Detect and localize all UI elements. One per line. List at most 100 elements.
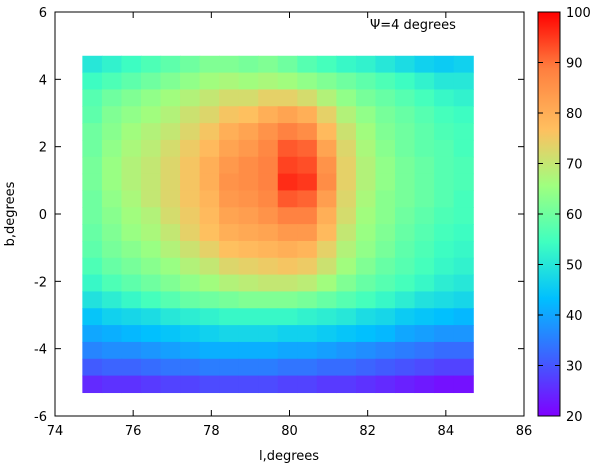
heatmap-cell: [180, 89, 201, 107]
heatmap-cell: [277, 358, 298, 377]
heatmap-cell: [434, 341, 455, 360]
heatmap-cell: [453, 274, 474, 293]
heatmap-cell: [355, 89, 377, 107]
heatmap-cell: [180, 240, 201, 259]
heatmap-cell: [101, 358, 123, 377]
heatmap-cell: [140, 274, 162, 293]
heatmap-cell: [277, 341, 298, 360]
heatmap-cell: [160, 274, 181, 293]
colorbar-tick-label: 30: [566, 360, 583, 375]
heatmap-cell: [199, 240, 220, 259]
heatmap-cell: [277, 89, 298, 107]
heatmap-cell: [395, 190, 416, 208]
heatmap-cell: [336, 375, 357, 394]
heatmap-cell: [140, 375, 162, 394]
heatmap-cell: [395, 291, 416, 309]
heatmap-cell: [355, 257, 377, 276]
heatmap-cell: [316, 72, 337, 91]
heatmap-cell: [355, 240, 377, 259]
colorbar-tick-label: 90: [566, 57, 583, 72]
heatmap-cell: [277, 190, 298, 208]
heatmap-cell: [121, 156, 142, 175]
heatmap-cell: [101, 257, 123, 276]
heatmap-cell: [355, 156, 377, 175]
heatmap-cell: [101, 207, 123, 225]
heatmap-cell: [121, 190, 142, 208]
heatmap-cell: [434, 139, 455, 158]
heatmap-cell: [199, 341, 220, 360]
heatmap-cell: [395, 257, 416, 276]
heatmap-cell: [180, 257, 201, 276]
heatmap-cell: [219, 190, 240, 208]
heatmap-cell: [140, 190, 162, 208]
heatmap-cell: [121, 106, 142, 124]
heatmap-cell: [414, 173, 435, 192]
heatmap-cell: [101, 341, 123, 360]
heatmap-cell: [82, 156, 103, 175]
heatmap-cell: [219, 139, 240, 158]
colorbar-tick-label: 80: [566, 107, 583, 122]
heatmap-cell: [140, 72, 162, 91]
heatmap-cell: [219, 89, 240, 107]
heatmap-cell: [434, 123, 455, 141]
heatmap-cell: [101, 190, 123, 208]
heatmap-cell: [414, 89, 435, 107]
heatmap-cell: [219, 325, 240, 343]
heatmap-cell: [140, 341, 162, 360]
heatmap-cell: [395, 173, 416, 192]
heatmap-cell: [375, 72, 396, 91]
y-axis-label: b,degrees: [3, 181, 18, 246]
heatmap-cell: [82, 55, 103, 74]
heatmap-cell: [199, 123, 220, 141]
heatmap-cell: [258, 308, 279, 326]
heatmap-cell: [238, 173, 259, 192]
heatmap-cell: [336, 308, 357, 326]
heatmap-cell: [453, 173, 474, 192]
heatmap-cell: [82, 375, 103, 394]
colorbar-tick-label: 70: [566, 158, 583, 173]
heatmap-cell: [101, 123, 123, 141]
heatmap-cell: [355, 55, 377, 74]
heatmap-cell: [258, 325, 279, 343]
heatmap-cell: [297, 207, 318, 225]
heatmap-cell: [160, 89, 181, 107]
heatmap-cell: [297, 224, 318, 242]
heatmap-cell: [355, 106, 377, 124]
heatmap-cell: [180, 156, 201, 175]
heatmap-cell: [101, 89, 123, 107]
heatmap-cell: [219, 291, 240, 309]
heatmap-cell: [277, 308, 298, 326]
heatmap-cell: [395, 224, 416, 242]
heatmap-cell: [297, 106, 318, 124]
heatmap-cell: [238, 207, 259, 225]
heatmap-cell: [434, 224, 455, 242]
heatmap-cell: [316, 207, 337, 225]
heatmap-cell: [316, 341, 337, 360]
heatmap-cell: [199, 291, 220, 309]
heatmap-cell: [316, 173, 337, 192]
heatmap-cell: [355, 341, 377, 360]
heatmap-cell: [395, 274, 416, 293]
heatmap-cell: [277, 55, 298, 74]
heatmap-cell: [355, 190, 377, 208]
heatmap-cell: [180, 207, 201, 225]
heatmap-cell: [219, 240, 240, 259]
heatmap-cell: [434, 173, 455, 192]
heatmap-cell: [140, 325, 162, 343]
heatmap-cell: [277, 173, 298, 192]
heatmap-cell: [199, 257, 220, 276]
heatmap-cell: [82, 224, 103, 242]
heatmap-cell: [121, 274, 142, 293]
heatmap-cell: [453, 139, 474, 158]
heatmap-cell: [101, 308, 123, 326]
heatmap-cell: [316, 358, 337, 377]
heatmap-cell: [121, 308, 142, 326]
heatmap-cell: [199, 375, 220, 394]
heatmap-cell: [453, 325, 474, 343]
heatmap-cell: [336, 240, 357, 259]
heatmap-cell: [121, 207, 142, 225]
heatmap-cell: [336, 190, 357, 208]
heatmap-cell: [160, 173, 181, 192]
heatmap-cell: [277, 72, 298, 91]
